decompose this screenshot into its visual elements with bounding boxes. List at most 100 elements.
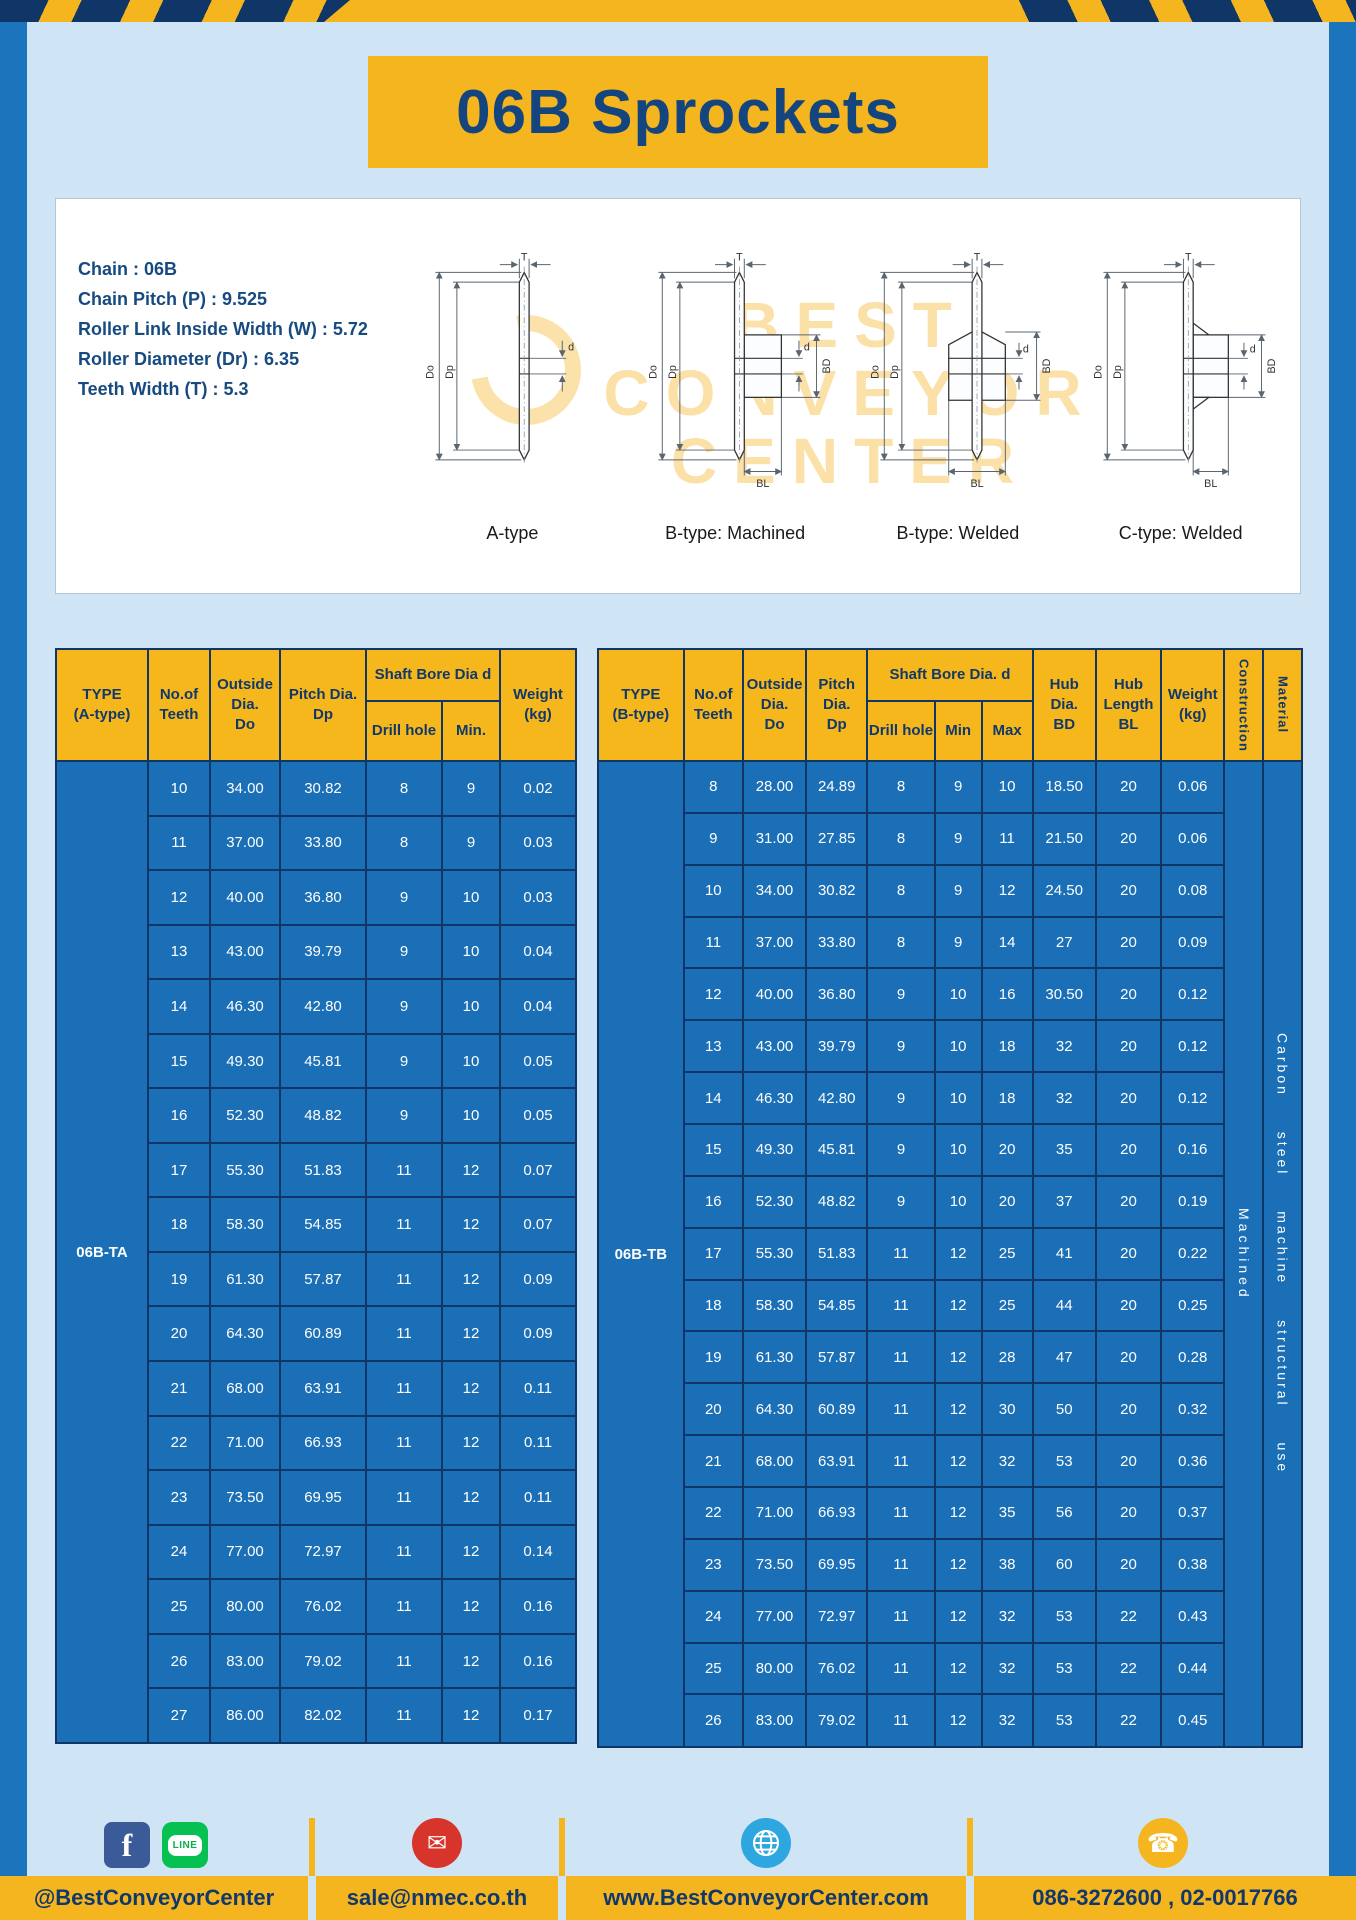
table-cell: 10 bbox=[441, 1032, 501, 1090]
footer-email-address[interactable]: sale@nmec.co.th bbox=[316, 1876, 558, 1920]
table-cell: 77.00 bbox=[741, 1589, 808, 1644]
table-cell: 24.89 bbox=[805, 760, 869, 814]
table-cell: 0.16 bbox=[499, 1578, 577, 1635]
table-cell: 0.12 bbox=[1160, 967, 1226, 1022]
table-cell: 20 bbox=[1094, 1226, 1163, 1281]
dim-label-bd: BD bbox=[1042, 358, 1054, 373]
table-cell: 48.82 bbox=[279, 1087, 367, 1144]
table-cell: 27 bbox=[147, 1687, 211, 1744]
table-cell: 31.00 bbox=[741, 811, 808, 866]
table-cell: 0.04 bbox=[499, 978, 577, 1035]
table-row: 16 52.30 48.82 9 10 20 37 20 0.19 bbox=[598, 1174, 1302, 1229]
table-cell: 0.44 bbox=[1160, 1641, 1226, 1696]
dim-label-dp: Dp bbox=[444, 365, 456, 379]
table-cell: 61.30 bbox=[209, 1250, 281, 1308]
table-cell: 55.30 bbox=[209, 1141, 281, 1199]
table-cell: 11 bbox=[866, 1382, 936, 1437]
table-cell: 12 bbox=[933, 1382, 983, 1437]
table-row: 17 55.30 51.83 11 12 25 41 20 0.22 bbox=[598, 1226, 1302, 1281]
table-cell: 12 bbox=[441, 1196, 501, 1253]
table-cell: 11 bbox=[866, 1641, 936, 1696]
table-cell: 11 bbox=[365, 1360, 443, 1417]
table-cell: 9 bbox=[365, 978, 443, 1035]
table-cell: 9 bbox=[933, 811, 983, 866]
table-row: 24 77.00 72.97 11 12 32 53 22 0.43 bbox=[598, 1589, 1302, 1644]
table-row: 18 58.30 54.85 11 12 0.07 bbox=[56, 1196, 577, 1253]
dim-label-t: T bbox=[974, 252, 981, 264]
table-cell: 20 bbox=[1094, 1278, 1163, 1333]
table-cell: 0.04 bbox=[499, 923, 577, 981]
table-cell: 0.05 bbox=[499, 1087, 577, 1144]
phone-icon[interactable]: ☎ bbox=[1138, 1818, 1188, 1868]
table-cell: 20 bbox=[1094, 1486, 1163, 1540]
table-cell: 41 bbox=[1031, 1226, 1097, 1281]
footer-website-url[interactable]: www.BestConveyorCenter.com bbox=[566, 1876, 966, 1920]
globe-glyph bbox=[753, 1830, 779, 1856]
facebook-icon[interactable]: f bbox=[104, 1822, 150, 1868]
table-cell: 20 bbox=[1094, 967, 1163, 1022]
col-header-type: TYPE (B-type) bbox=[597, 648, 685, 762]
table-cell: 10 bbox=[980, 760, 1034, 814]
sprocket-plate bbox=[518, 266, 530, 466]
table-cell: 25 bbox=[682, 1641, 744, 1696]
line-icon[interactable]: LINE bbox=[162, 1822, 208, 1868]
table-row: 18 58.30 54.85 11 12 25 44 20 0.25 bbox=[598, 1278, 1302, 1333]
table-cell: 12 bbox=[933, 1486, 983, 1540]
table-cell: 0.28 bbox=[1160, 1330, 1226, 1385]
table-cell: 8 bbox=[866, 811, 936, 866]
table-cell: 18.50 bbox=[1031, 760, 1097, 814]
email-icon[interactable]: ✉ bbox=[412, 1818, 462, 1868]
table-cell: 76.02 bbox=[805, 1641, 869, 1696]
table-cell: 0.08 bbox=[1160, 863, 1226, 918]
table-cell: 20 bbox=[1094, 811, 1163, 866]
table-cell: 17 bbox=[682, 1226, 744, 1281]
table-cell: 12 bbox=[933, 1226, 983, 1281]
footer-icons: f LINE bbox=[0, 1822, 312, 1876]
dim-label-d: d bbox=[803, 342, 809, 354]
footer-phone-numbers[interactable]: 086-3272600 , 02-0017766 bbox=[974, 1876, 1356, 1920]
col-header-drill-hole: Drill hole bbox=[365, 700, 443, 762]
table-cell: 86.00 bbox=[209, 1687, 281, 1744]
table-cell: 43.00 bbox=[209, 923, 281, 981]
footer-section-email: ✉ sale@nmec.co.th bbox=[309, 1808, 562, 1920]
table-cell: 66.93 bbox=[279, 1414, 367, 1472]
col-header-weight: Weight (kg) bbox=[499, 648, 577, 762]
table-row: 15 49.30 45.81 9 10 20 35 20 0.16 bbox=[598, 1123, 1302, 1177]
table-cell: 32 bbox=[980, 1434, 1034, 1489]
col-header-hub-length: Hub Length BL bbox=[1094, 648, 1163, 762]
footer-section-phone: ☎ 086-3272600 , 02-0017766 bbox=[967, 1808, 1356, 1920]
table-cell: 25 bbox=[147, 1578, 211, 1635]
table-cell: 34.00 bbox=[209, 760, 281, 817]
table-cell: 12 bbox=[147, 869, 211, 926]
dim-label-d: d bbox=[1250, 343, 1256, 355]
table-cell: 51.83 bbox=[279, 1141, 367, 1199]
table-cell: 79.02 bbox=[279, 1632, 367, 1690]
table-cell: 56 bbox=[1031, 1486, 1097, 1540]
table-cell: 0.11 bbox=[499, 1469, 577, 1526]
table-cell: 0.32 bbox=[1160, 1382, 1226, 1437]
table-row: 22 71.00 66.93 11 12 0.11 bbox=[56, 1414, 577, 1472]
table-cell: 46.30 bbox=[741, 1071, 808, 1126]
table-cell: 69.95 bbox=[805, 1537, 869, 1592]
dimension-lines bbox=[880, 258, 1041, 476]
table-cell: 20 bbox=[1094, 1537, 1163, 1592]
globe-icon[interactable] bbox=[741, 1818, 791, 1868]
table-cell: 0.22 bbox=[1160, 1226, 1226, 1281]
table-cell: 9 bbox=[866, 1019, 936, 1074]
table-cell: 12 bbox=[441, 1469, 501, 1526]
table-cell: 30.82 bbox=[279, 760, 367, 817]
table-cell: 20 bbox=[1094, 1382, 1163, 1437]
table-cell: 0.25 bbox=[1160, 1278, 1226, 1333]
table-row: 17 55.30 51.83 11 12 0.07 bbox=[56, 1141, 577, 1199]
table-cell: 32 bbox=[980, 1589, 1034, 1644]
diagram-caption: B-type: Machined bbox=[665, 523, 806, 543]
dim-label-dp: Dp bbox=[1112, 365, 1124, 379]
diagram-caption: C-type: Welded bbox=[1118, 523, 1243, 543]
table-cell: 52.30 bbox=[741, 1174, 808, 1229]
table-cell: 0.12 bbox=[1160, 1019, 1226, 1074]
table-row: 24 77.00 72.97 11 12 0.14 bbox=[56, 1523, 577, 1581]
dim-label-bd: BD bbox=[1266, 358, 1278, 373]
table-cell: 0.36 bbox=[1160, 1434, 1226, 1489]
col-header-teeth: No.of Teeth bbox=[147, 648, 211, 762]
footer-social-handle[interactable]: @BestConveyorCenter bbox=[0, 1876, 308, 1920]
